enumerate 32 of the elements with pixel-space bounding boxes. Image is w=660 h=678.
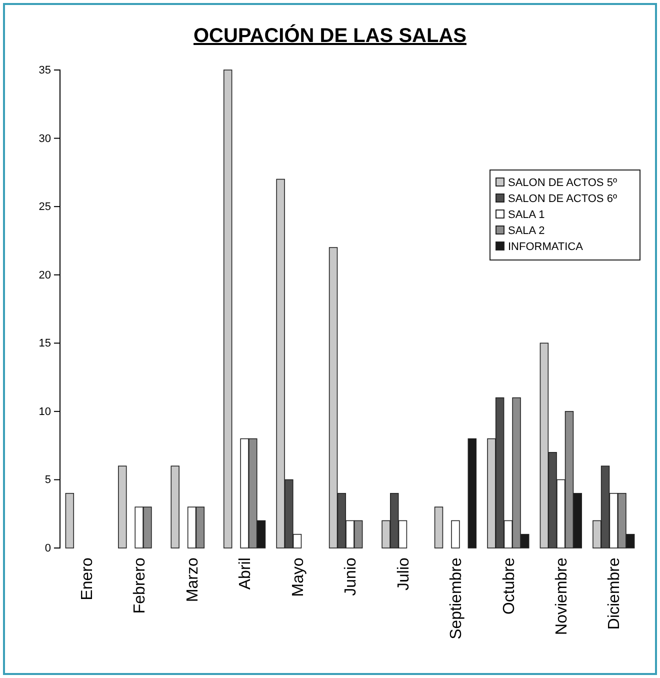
x-tick-label: Septiembre	[448, 558, 466, 640]
y-tick-label: 10	[38, 406, 51, 418]
bar	[118, 466, 127, 548]
x-tick-label: Diciembre	[606, 558, 624, 630]
y-tick-label: 25	[38, 201, 51, 214]
legend-label: INFORMATICA	[508, 241, 584, 253]
bar	[468, 438, 477, 548]
x-tick-label: Julio	[395, 558, 412, 591]
bar	[434, 506, 444, 548]
legend-label: SALA 1	[508, 209, 545, 221]
x-tick-label: Abril	[237, 558, 254, 590]
bar	[451, 520, 460, 548]
y-tick-label: 15	[38, 338, 51, 350]
y-tick-label: 30	[38, 132, 51, 145]
x-tick-label: Octubre	[500, 558, 518, 615]
bar	[65, 492, 74, 548]
x-tick-label: Febrero	[132, 558, 149, 614]
legend-label: SALA 2	[508, 225, 545, 237]
x-tick-label: Junio	[342, 558, 360, 596]
x-tick-label: Mayo	[290, 558, 307, 597]
legend-label: SALON DE ACTOS 6º	[508, 193, 617, 205]
x-tick-label: Marzo	[184, 558, 202, 602]
x-tick-label: Enero	[78, 558, 96, 600]
y-tick-label: 35	[38, 64, 51, 77]
chart-title: OCUPACIÓN DE LAS SALAS	[194, 24, 466, 47]
x-tick-label: Noviembre	[554, 558, 571, 635]
legend-label: SALON DE ACTOS 5º	[508, 177, 617, 189]
bar	[223, 70, 232, 548]
y-tick-label: 5	[44, 474, 51, 486]
y-tick-label: 20	[38, 269, 51, 282]
y-tick-label: 0	[44, 542, 51, 555]
bar	[170, 466, 180, 548]
